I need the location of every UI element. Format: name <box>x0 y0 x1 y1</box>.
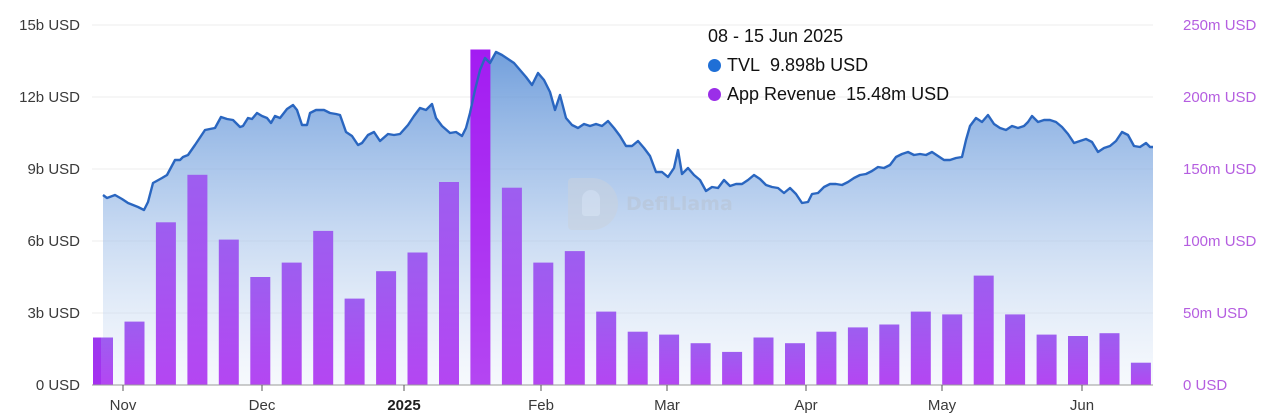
x-tick-label: May <box>928 397 957 414</box>
tooltip-date: 08 - 15 Jun 2025 <box>708 26 844 46</box>
x-tick-label: Apr <box>794 397 817 414</box>
x-tick-label: 2025 <box>387 397 420 414</box>
revenue-bar[interactable] <box>501 187 522 385</box>
y-right-tick-label: 150m USD <box>1183 161 1257 178</box>
y-axis-left: 0 USD 3b USD 6b USD 9b USD 12b USD 15b USD <box>19 17 80 394</box>
revenue-bar[interactable] <box>659 334 680 385</box>
x-axis-ticks: Nov Dec 2025 Feb Mar Apr May Jun <box>110 385 1094 414</box>
revenue-bar[interactable] <box>1130 362 1151 385</box>
chart-tooltip: 08 - 15 Jun 2025 TVL 9.898b USD App Reve… <box>700 22 949 109</box>
revenue-bar[interactable] <box>439 182 459 385</box>
revenue-bar[interactable] <box>313 230 334 385</box>
y-left-tick-label: 3b USD <box>27 305 80 322</box>
y-right-tick-label: 50m USD <box>1183 305 1248 322</box>
y-right-tick-label: 250m USD <box>1183 17 1257 34</box>
revenue-bar[interactable] <box>785 343 805 385</box>
tvl-area <box>103 52 1153 385</box>
defillama-watermark: DefiLlama <box>568 178 733 230</box>
tvl-legend-dot-icon <box>708 59 721 72</box>
revenue-bar[interactable] <box>407 252 428 386</box>
tooltip-revenue-value: 15.48m USD <box>846 84 950 104</box>
x-tick-label: Jun <box>1070 397 1094 414</box>
tvl-line <box>102 50 1153 212</box>
revenue-bar[interactable] <box>879 324 900 386</box>
revenue-bar[interactable] <box>596 311 617 385</box>
revenue-bar[interactable] <box>1099 333 1120 385</box>
y-right-tick-label: 0 USD <box>1183 377 1227 394</box>
revenue-bar[interactable] <box>533 262 554 385</box>
revenue-bar[interactable] <box>564 251 585 385</box>
revenue-bar[interactable] <box>218 239 239 385</box>
y-left-tick-label: 0 USD <box>36 377 80 394</box>
revenue-bar[interactable] <box>627 331 648 385</box>
tooltip-row-revenue: App Revenue 15.48m USD <box>700 80 949 109</box>
x-tick-label: Dec <box>249 397 276 414</box>
revenue-bar[interactable] <box>1005 314 1026 385</box>
revenue-bar[interactable] <box>722 351 743 385</box>
y-left-tick-label: 15b USD <box>19 17 80 34</box>
revenue-bar[interactable] <box>690 343 711 385</box>
revenue-bar[interactable] <box>942 314 963 385</box>
y-axis-right: 0 USD 50m USD 100m USD 150m USD 200m USD 250m… <box>1183 17 1257 394</box>
y-left-tick-label: 6b USD <box>27 233 80 250</box>
tooltip-tvl-label: TVL <box>727 55 761 75</box>
revenue-bar[interactable] <box>155 222 176 385</box>
revenue-bar[interactable] <box>124 321 145 385</box>
revenue-bars <box>93 49 1151 386</box>
revenue-bar[interactable] <box>250 277 271 385</box>
revenue-bar[interactable] <box>973 275 994 385</box>
tooltip-revenue-label: App Revenue <box>727 84 837 104</box>
revenue-bar[interactable] <box>1068 336 1088 385</box>
revenue-bar[interactable] <box>187 174 208 385</box>
y-left-tick-label: 12b USD <box>19 89 80 106</box>
revenue-bar[interactable] <box>753 337 774 386</box>
x-tick-label: Mar <box>654 397 680 414</box>
revenue-bar[interactable] <box>376 271 397 385</box>
x-tick-label: Nov <box>110 397 137 414</box>
x-tick-label: Feb <box>528 397 554 414</box>
revenue-bar[interactable] <box>847 327 868 385</box>
y-left-tick-label: 9b USD <box>27 161 80 178</box>
revenue-bar[interactable] <box>281 262 302 385</box>
y-right-tick-label: 100m USD <box>1183 233 1257 250</box>
revenue-bar[interactable] <box>910 311 931 385</box>
revenue-bar[interactable] <box>470 49 491 386</box>
tooltip-tvl-value: 9.898b USD <box>770 55 869 75</box>
y-right-tick-label: 200m USD <box>1183 89 1257 106</box>
tooltip-row-tvl: TVL 9.898b USD <box>700 51 949 80</box>
revenue-legend-dot-icon <box>708 88 721 101</box>
revenue-bar[interactable] <box>1036 334 1057 385</box>
revenue-bar[interactable] <box>816 331 837 385</box>
revenue-bar[interactable] <box>344 298 365 385</box>
defillama-logo-icon <box>568 178 618 230</box>
watermark-text: DefiLlama <box>626 193 733 215</box>
